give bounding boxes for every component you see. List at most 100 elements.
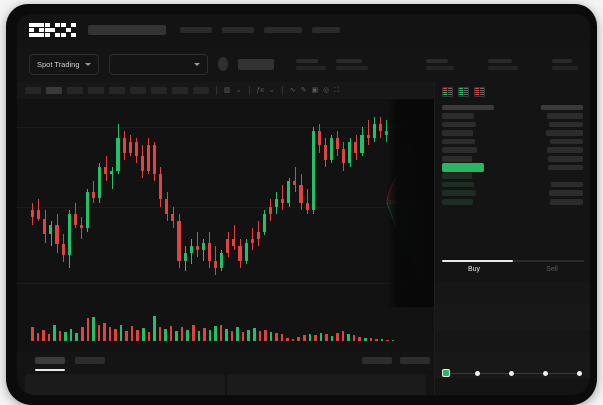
candlestick-type-icon[interactable]: ▥ — [224, 87, 231, 94]
header-nav-item[interactable] — [179, 27, 212, 33]
okx-logo[interactable] — [29, 22, 76, 38]
last-price-skeleton — [238, 58, 274, 70]
bottom-panel[interactable] — [25, 374, 225, 395]
settings-icon[interactable]: ◎ — [323, 87, 330, 94]
orderbook-asks-icon[interactable] — [474, 86, 485, 97]
magnet-icon[interactable]: ▣ — [311, 87, 319, 94]
orderbook-bid-row[interactable] — [442, 198, 583, 207]
chevron-down-icon[interactable]: ⌄ — [268, 87, 275, 94]
buy-sell-track — [442, 260, 584, 262]
orderbook-bid-row[interactable] — [442, 172, 583, 181]
volume-bar — [208, 329, 212, 341]
last-price-highlight — [442, 162, 484, 173]
header-search-skeleton[interactable] — [87, 25, 166, 35]
order-form-field[interactable] — [435, 306, 590, 330]
timeframe-button[interactable] — [193, 87, 209, 94]
volume-bar — [314, 334, 317, 341]
slider-stop[interactable] — [543, 370, 548, 376]
orderbook-ask-row[interactable] — [442, 120, 583, 129]
bottom-tab-active[interactable] — [35, 357, 65, 364]
okx-logo-x — [61, 22, 76, 38]
line-tool-icon[interactable]: ∿ — [289, 87, 296, 94]
volume-bar — [269, 332, 273, 341]
volume-bar — [130, 325, 134, 341]
volume-bar — [58, 331, 62, 341]
orderbook-bid-row[interactable] — [442, 180, 583, 189]
volume-bar — [247, 329, 251, 341]
timeframe-button[interactable] — [88, 87, 104, 94]
header-nav-item[interactable] — [221, 27, 254, 33]
volume-bar — [380, 339, 384, 341]
market-stat — [295, 58, 326, 70]
timeframe-button[interactable] — [109, 87, 125, 94]
slider-stop[interactable] — [509, 370, 514, 376]
order-form-field[interactable] — [435, 330, 590, 354]
slider-stop[interactable] — [577, 370, 582, 376]
volume-bar — [119, 324, 123, 341]
orderbook-both-icon[interactable] — [442, 86, 453, 97]
volume-bar — [64, 331, 67, 341]
toolbar-divider — [216, 86, 217, 95]
volume-bar — [302, 335, 306, 341]
timeframe-button[interactable] — [67, 87, 83, 94]
bottom-action[interactable] — [400, 357, 430, 364]
volume-bar — [347, 333, 350, 341]
header-nav-item[interactable] — [263, 27, 302, 33]
orderbook-ask-row[interactable] — [442, 137, 583, 146]
volume-bar — [53, 324, 56, 341]
orderbook-ask-row[interactable] — [442, 155, 583, 164]
timeframe-button[interactable] — [130, 87, 146, 94]
percent-slider[interactable] — [442, 368, 584, 378]
orderbook-ask-row[interactable] — [442, 146, 583, 155]
volume-bar — [275, 333, 278, 341]
timeframe-button[interactable] — [25, 87, 41, 94]
volume-bar — [136, 329, 140, 341]
chart-gridline — [17, 283, 434, 284]
market-type-selector[interactable]: Spot Trading — [29, 53, 99, 75]
bottom-action[interactable] — [362, 357, 392, 364]
volume-bar — [36, 333, 40, 341]
volume-bar — [358, 336, 362, 341]
volume-bar — [92, 317, 95, 341]
bottom-tab[interactable] — [75, 357, 105, 364]
header-nav-item[interactable] — [311, 27, 340, 33]
volume-bar — [219, 324, 223, 341]
volume-bar — [280, 334, 284, 341]
pencil-icon[interactable]: ✎ — [300, 87, 307, 94]
bottom-tab-bar — [17, 351, 434, 371]
bottom-panel[interactable] — [226, 374, 426, 395]
tab-buy[interactable]: Buy — [467, 266, 481, 273]
volume-bar — [191, 325, 195, 341]
slider-stop[interactable] — [475, 370, 480, 376]
trading-pair-selector[interactable] — [108, 53, 209, 75]
indicator-icon[interactable]: ƒx — [256, 87, 264, 94]
chevron-down-icon[interactable]: ⌄ — [235, 87, 242, 94]
volume-bar — [186, 330, 189, 341]
volume-bar — [336, 332, 339, 341]
chevron-down-icon — [84, 62, 91, 66]
volume-bar — [31, 326, 34, 341]
price-chart[interactable] — [17, 99, 434, 307]
depth-gradient-mask — [386, 99, 434, 307]
volume-bar — [175, 330, 178, 341]
timeframe-button[interactable] — [151, 87, 167, 94]
orderbook-bids-icon[interactable] — [458, 86, 469, 97]
slider-handle[interactable] — [442, 369, 450, 377]
volume-bar — [352, 335, 356, 341]
orderbook-bid-row[interactable] — [442, 189, 583, 198]
tab-sell[interactable]: Sell — [546, 266, 558, 273]
orderbook-last-price-row — [442, 162, 583, 173]
volume-bar — [75, 333, 78, 341]
chart-gridline — [17, 207, 434, 208]
buy-sell-active-indicator — [442, 260, 513, 262]
volume-bar — [253, 328, 256, 341]
timeframe-button-active[interactable] — [46, 87, 62, 94]
volume-bar — [114, 328, 117, 341]
timeframe-button[interactable] — [172, 87, 188, 94]
order-form-field[interactable] — [435, 282, 590, 306]
fullscreen-icon[interactable]: ⛶ — [334, 87, 340, 94]
volume-bar — [341, 331, 345, 341]
orderbook-ask-row[interactable] — [442, 129, 583, 138]
orderbook-ask-row[interactable] — [442, 112, 583, 121]
